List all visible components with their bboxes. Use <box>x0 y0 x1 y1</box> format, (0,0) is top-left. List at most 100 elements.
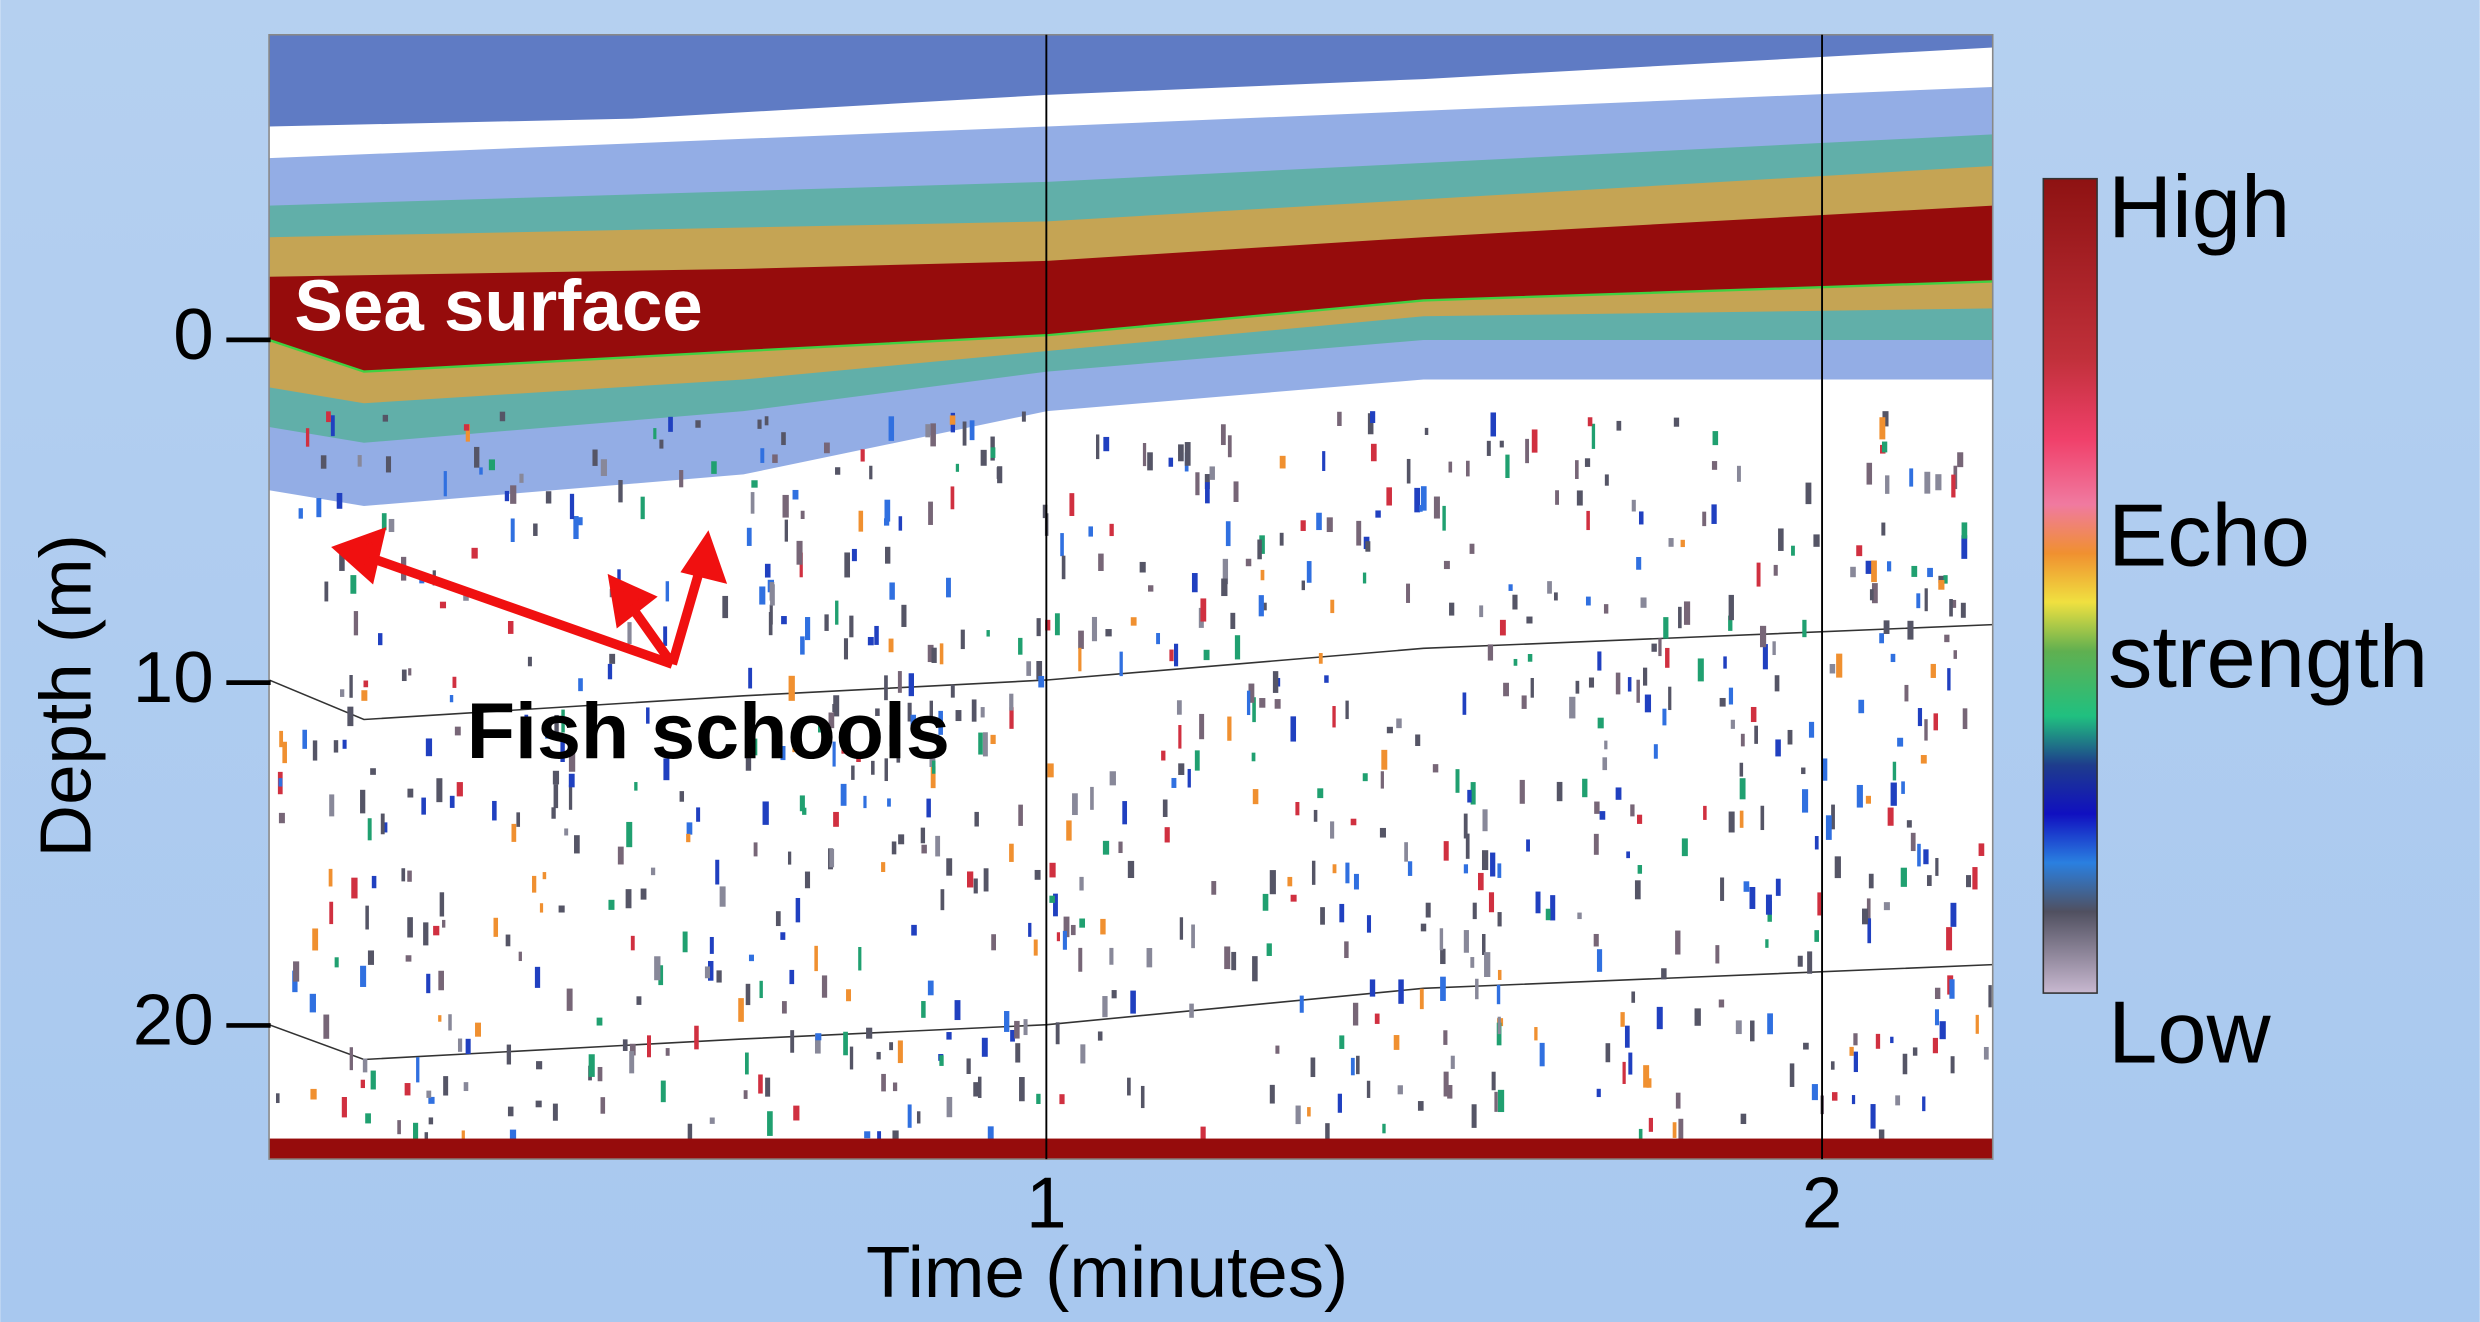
speckle <box>1600 811 1606 820</box>
speckle <box>1036 1094 1040 1104</box>
speckle <box>1407 459 1411 484</box>
speckle <box>1532 429 1538 452</box>
speckle <box>554 784 559 808</box>
speckle <box>1585 458 1590 467</box>
speckle <box>833 812 839 827</box>
speckle <box>429 1117 433 1124</box>
speckle <box>1720 698 1726 707</box>
speckle <box>1489 892 1494 912</box>
speckle <box>1337 412 1342 426</box>
speckle <box>1893 762 1896 781</box>
speckle <box>1156 633 1160 644</box>
speckle <box>1606 1043 1611 1062</box>
speckle <box>1287 877 1292 886</box>
speckle <box>1907 621 1913 640</box>
speckle <box>1723 656 1726 668</box>
speckle <box>859 511 864 532</box>
speckle <box>299 508 303 518</box>
speckle <box>1475 979 1478 999</box>
speckle <box>569 774 575 788</box>
speckle <box>1491 412 1497 436</box>
speckle <box>1966 875 1971 887</box>
speckle <box>1038 676 1044 687</box>
speckle <box>440 892 444 916</box>
speckle <box>1322 451 1325 471</box>
speckle <box>1776 879 1781 896</box>
speckle <box>1319 653 1323 664</box>
speckle <box>1464 930 1469 953</box>
speckle <box>925 424 930 437</box>
speckle <box>1088 526 1093 536</box>
speckle <box>1009 844 1014 862</box>
speckle <box>1200 598 1206 621</box>
speckle <box>1927 875 1932 886</box>
speckle <box>951 486 955 509</box>
speckle <box>641 889 647 900</box>
speckle <box>1831 1061 1835 1069</box>
speckle <box>1654 744 1658 759</box>
speckle <box>1911 833 1916 851</box>
speckle <box>618 847 624 865</box>
speckle <box>1381 750 1387 770</box>
speckle <box>1228 435 1232 457</box>
speckle <box>1809 722 1814 738</box>
speckle <box>546 491 551 503</box>
speckle <box>1715 945 1719 963</box>
speckle <box>559 906 565 913</box>
speckle <box>1127 1078 1131 1096</box>
speckle <box>1594 834 1599 855</box>
speckle <box>578 517 582 525</box>
speckle <box>405 1083 411 1095</box>
speckle <box>829 849 834 868</box>
speckle <box>1047 763 1053 777</box>
speckle <box>1280 533 1284 546</box>
speckle <box>433 926 439 935</box>
speckle <box>1444 561 1450 569</box>
speckle <box>1658 638 1661 656</box>
speckle <box>1312 861 1315 885</box>
speckle <box>1415 734 1420 746</box>
speckle <box>1849 1047 1853 1056</box>
speckle <box>1482 850 1488 870</box>
speckle <box>608 900 614 910</box>
speckle <box>1408 861 1412 876</box>
speckle <box>340 689 344 697</box>
speckle <box>310 994 316 1013</box>
speckle <box>516 812 520 827</box>
speckle <box>863 796 866 808</box>
speckle <box>397 1120 401 1134</box>
speckle <box>479 467 482 474</box>
speckle <box>1492 1072 1496 1091</box>
speckle <box>983 732 988 756</box>
speckle <box>908 1104 912 1127</box>
speckle <box>710 1118 715 1124</box>
speckle <box>1961 603 1966 618</box>
speckle <box>1661 968 1666 979</box>
speckle <box>368 818 372 840</box>
speckle <box>956 710 962 721</box>
speckle <box>1420 989 1424 1009</box>
speckle <box>306 428 309 447</box>
speckle <box>1862 909 1868 925</box>
speckle <box>407 871 412 882</box>
speckle <box>769 612 773 635</box>
speckle <box>1962 522 1968 538</box>
speckle <box>1668 687 1671 710</box>
speckle <box>864 1131 870 1138</box>
speckle <box>1741 1114 1747 1124</box>
speckle <box>981 450 987 466</box>
speckle <box>1178 725 1181 749</box>
speckle <box>1332 706 1335 727</box>
speckle <box>1904 685 1908 702</box>
speckle <box>1246 559 1251 566</box>
speckle <box>1375 510 1380 517</box>
speckle <box>1466 461 1470 477</box>
speckle <box>574 835 580 853</box>
speckle <box>1940 1021 1946 1039</box>
speckle <box>360 966 366 987</box>
speckle <box>990 735 995 744</box>
speckle <box>1178 444 1184 461</box>
speckle <box>401 868 405 881</box>
speckle <box>1616 421 1621 431</box>
speckle <box>1224 946 1230 969</box>
